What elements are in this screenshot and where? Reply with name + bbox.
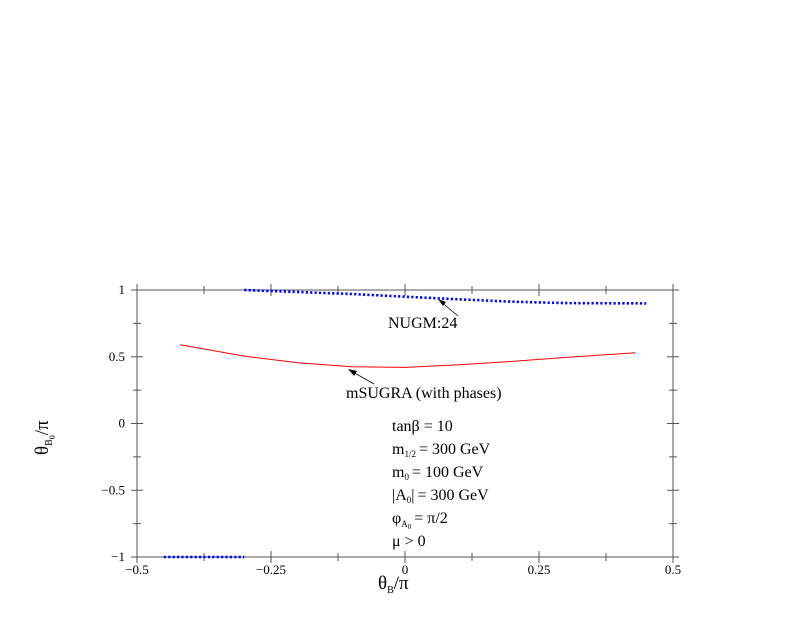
y-tick-label: 0.5 [109,349,125,364]
y-tick-label: 0 [119,416,126,431]
x-tick-label: 0.5 [665,562,681,577]
msugra-arrowhead [348,369,357,376]
parameter-box: tanβ = 10 m1/2 = 300 GeV m0 = 100 GeV |A0|… [392,418,491,550]
param-m12: m1/2 = 300 GeV [392,441,491,459]
x-axis-label: θB/π [378,573,409,596]
param-phi: φA0 = π/2 [392,510,448,531]
y-tick-label: −0.5 [101,482,125,497]
series-marks [163,288,647,559]
nugm-arrowhead [438,299,446,306]
param-tanb: tanβ = 10 [392,418,453,435]
annotations: NUGM:24 mSUGRA (with phases) [346,299,502,402]
msugra-label: mSUGRA (with phases) [346,385,502,402]
series-line-nugm [244,288,647,305]
y-tick-label: −1 [111,549,125,564]
x-tick-label: −0.25 [256,562,286,577]
nugm-label: NUGM:24 [388,315,457,332]
axes: −0.5 −0.25 0 0.25 0.5−1−0.500.51 [101,282,681,577]
x-tick-label: 0.25 [528,562,551,577]
x-tick-label: −0.5 [125,562,149,577]
param-mu: μ > 0 [392,533,426,550]
param-a0: |A0| = 300 GeV [392,487,489,505]
y-tick-label: 1 [119,282,126,297]
param-m0: m0 = 100 GeV [392,464,484,482]
x-tick-label: 0 [402,562,409,577]
y-axis-label: θB0/π [32,420,57,455]
series-line-msugra [179,344,636,368]
